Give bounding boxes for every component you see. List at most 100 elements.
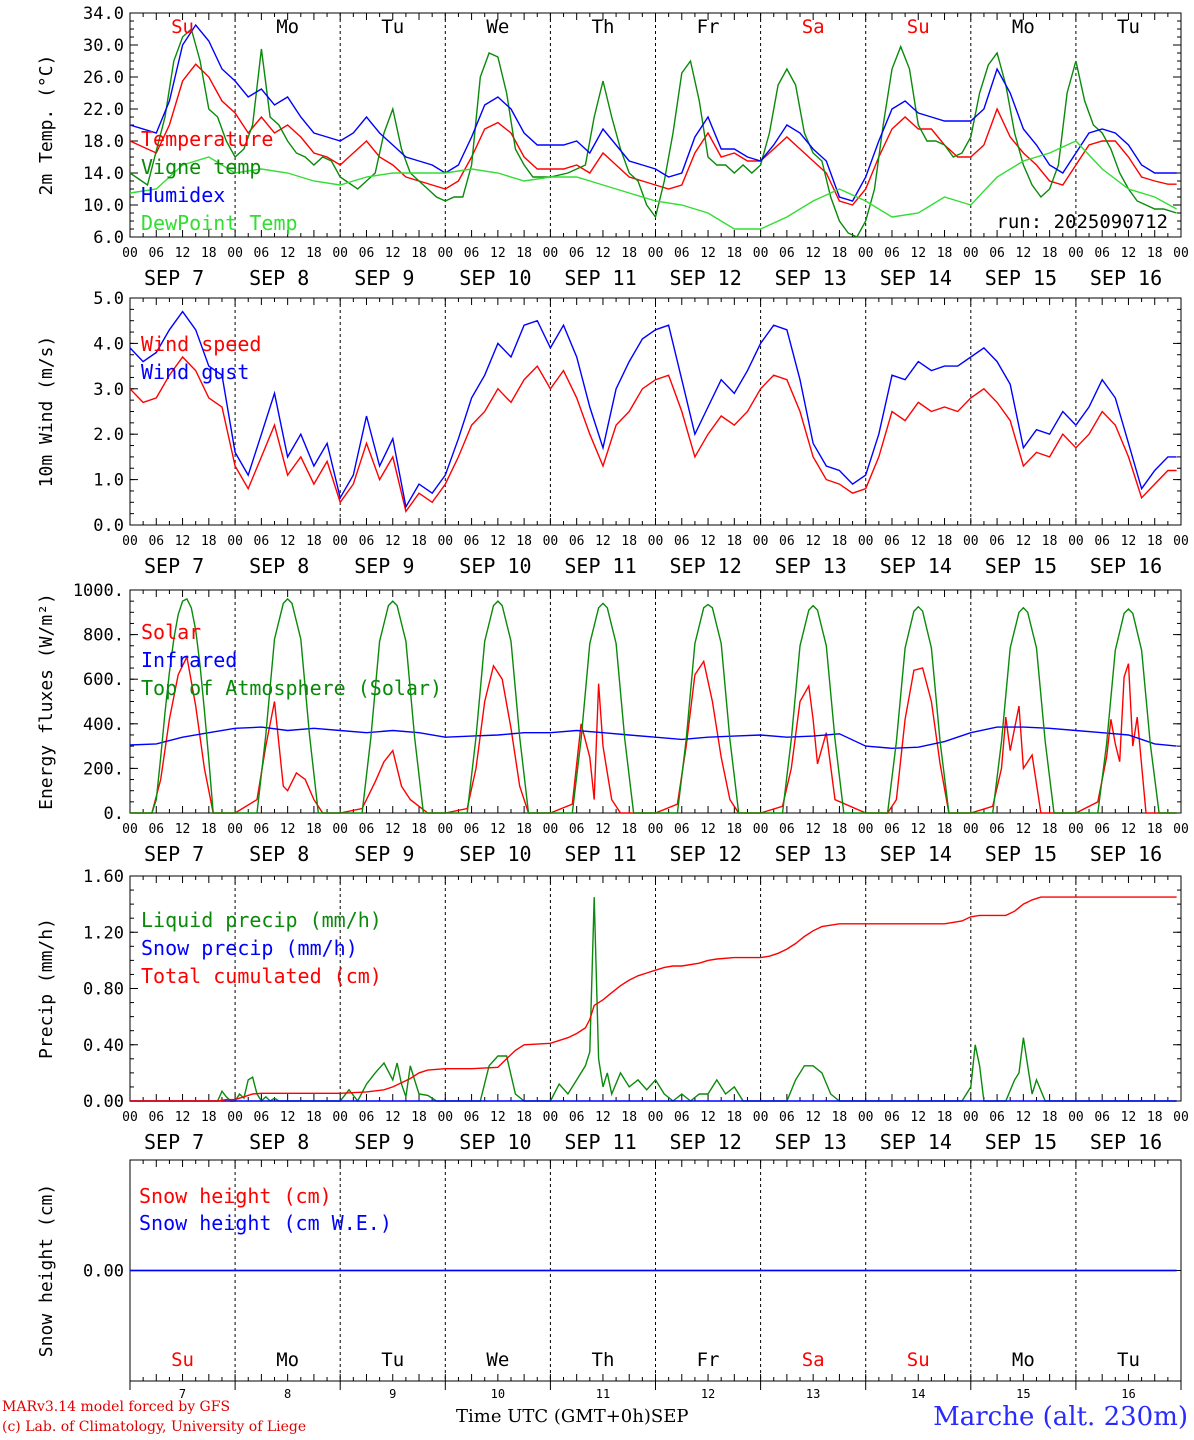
- x-date-label: SEP 8: [249, 1130, 309, 1154]
- x-hour-label: 12: [1121, 1110, 1137, 1125]
- x-hour-label: 06: [779, 534, 795, 549]
- x-hour-label: 12: [175, 822, 191, 837]
- day-number-label: 9: [389, 1387, 396, 1401]
- legend-entry: Infrared: [141, 648, 237, 672]
- series-line-vigne-temp: [129, 27, 1177, 238]
- x-hour-label: 18: [832, 1110, 848, 1125]
- y-axis-label: 2m Temp. (°C): [36, 55, 57, 196]
- x-hour-label: 18: [1042, 1110, 1058, 1125]
- x-hour-label: 00: [1173, 1110, 1189, 1125]
- x-hour-label: 00: [648, 1110, 664, 1125]
- x-hour-label: 12: [700, 1110, 716, 1125]
- x-hour-label: 00: [543, 822, 559, 837]
- x-hour-label: 18: [937, 1110, 953, 1125]
- x-hour-label: 00: [753, 1110, 769, 1125]
- x-date-label: SEP 11: [564, 1130, 636, 1154]
- x-hour-label: 18: [832, 534, 848, 549]
- x-hour-label: 00: [543, 1110, 559, 1125]
- station-name: Marche (alt. 230m): [933, 1402, 1188, 1432]
- y-tick-label: 34.0: [83, 4, 124, 24]
- y-tick-label: 0.0: [93, 516, 124, 536]
- x-hour-label: 18: [201, 822, 217, 837]
- x-hour-label: 12: [805, 246, 821, 261]
- day-of-week-label: Th: [592, 16, 615, 38]
- x-date-label: SEP 9: [354, 266, 414, 290]
- x-hour-label: 00: [1068, 246, 1084, 261]
- x-hour-label: 00: [963, 822, 979, 837]
- x-date-label: SEP 11: [564, 554, 636, 578]
- x-hour-label: 18: [832, 822, 848, 837]
- x-hour-label: 06: [674, 822, 690, 837]
- x-hour-label: 12: [490, 246, 506, 261]
- x-hour-label: 12: [910, 534, 926, 549]
- x-hour-label: 06: [148, 246, 164, 261]
- x-date-label: SEP 16: [1090, 1130, 1162, 1154]
- x-hour-label: 06: [464, 246, 480, 261]
- day-of-week-label: Su: [907, 16, 930, 38]
- y-tick-label: 5.0: [93, 289, 124, 309]
- x-hour-label: 18: [201, 1110, 217, 1125]
- x-hour-label: 18: [937, 822, 953, 837]
- x-date-label: SEP 9: [354, 842, 414, 866]
- x-date-label: SEP 13: [775, 1130, 847, 1154]
- x-hour-label: 18: [726, 822, 742, 837]
- x-axis-title-text: Time UTC (GMT+0h): [456, 1406, 651, 1427]
- x-hour-label: 12: [385, 534, 401, 549]
- day-of-week-label: Th: [592, 1349, 615, 1371]
- x-hour-label: 18: [411, 1110, 427, 1125]
- legend-entry: Top of Atmosphere (Solar): [141, 676, 442, 700]
- x-hour-label: 18: [306, 534, 322, 549]
- x-hour-label: 18: [621, 1110, 637, 1125]
- x-hour-label: 12: [385, 246, 401, 261]
- x-hour-label: 18: [1042, 246, 1058, 261]
- series-line-humidex: [129, 23, 1177, 202]
- x-hour-label: 12: [175, 534, 191, 549]
- series-line-wind-gust: [129, 310, 1177, 509]
- x-hour-label: 06: [359, 246, 375, 261]
- x-hour-label: 00: [122, 1110, 138, 1125]
- x-date-label: SEP 15: [985, 554, 1057, 578]
- legend-entry: Wind speed: [141, 332, 261, 356]
- x-hour-label: 06: [464, 822, 480, 837]
- x-hour-label: 18: [411, 822, 427, 837]
- x-hour-label: 12: [280, 246, 296, 261]
- legend-entry: Wind gust: [141, 360, 249, 384]
- day-number-label: 11: [596, 1387, 610, 1401]
- day-of-week-label: Su: [907, 1349, 930, 1371]
- x-hour-label: 00: [227, 1110, 243, 1125]
- x-hour-label: 12: [595, 1110, 611, 1125]
- x-hour-label: 06: [254, 1110, 270, 1125]
- x-hour-label: 18: [1147, 822, 1163, 837]
- x-hour-label: 18: [621, 534, 637, 549]
- x-hour-label: 00: [122, 534, 138, 549]
- x-hour-label: 12: [1016, 534, 1032, 549]
- legend-entry: Liquid precip (mm/h): [141, 908, 382, 932]
- x-hour-label: 06: [254, 534, 270, 549]
- x-hour-label: 12: [805, 534, 821, 549]
- x-date-label: SEP 14: [880, 1130, 952, 1154]
- x-hour-label: 06: [674, 534, 690, 549]
- series-line-infrared: [129, 726, 1177, 750]
- x-hour-label: 06: [148, 822, 164, 837]
- x-hour-label: 06: [674, 1110, 690, 1125]
- x-date-label: SEP 10: [459, 1130, 531, 1154]
- x-hour-label: 12: [385, 1110, 401, 1125]
- x-hour-label: 12: [490, 534, 506, 549]
- x-hour-label: 00: [332, 1110, 348, 1125]
- lab-credit: (c) Lab. of Climatology, University of L…: [2, 1419, 307, 1435]
- x-date-label: SEP 12: [670, 1130, 742, 1154]
- x-hour-label: 06: [989, 246, 1005, 261]
- y-tick-label: 0.40: [83, 1036, 124, 1056]
- x-hour-label: 06: [569, 534, 585, 549]
- x-hour-label: 18: [726, 534, 742, 549]
- x-date-label: SEP 10: [459, 842, 531, 866]
- x-hour-label: 12: [595, 822, 611, 837]
- series-line-dewpoint-temp: [129, 140, 1177, 230]
- y-axis-label: Precip (mm/h): [36, 918, 57, 1059]
- x-hour-label: 00: [227, 534, 243, 549]
- x-date-label: SEP 16: [1090, 842, 1162, 866]
- x-hour-label: 18: [726, 1110, 742, 1125]
- x-date-label: SEP 9: [354, 1130, 414, 1154]
- x-hour-label: 00: [437, 246, 453, 261]
- x-hour-label: 00: [1068, 534, 1084, 549]
